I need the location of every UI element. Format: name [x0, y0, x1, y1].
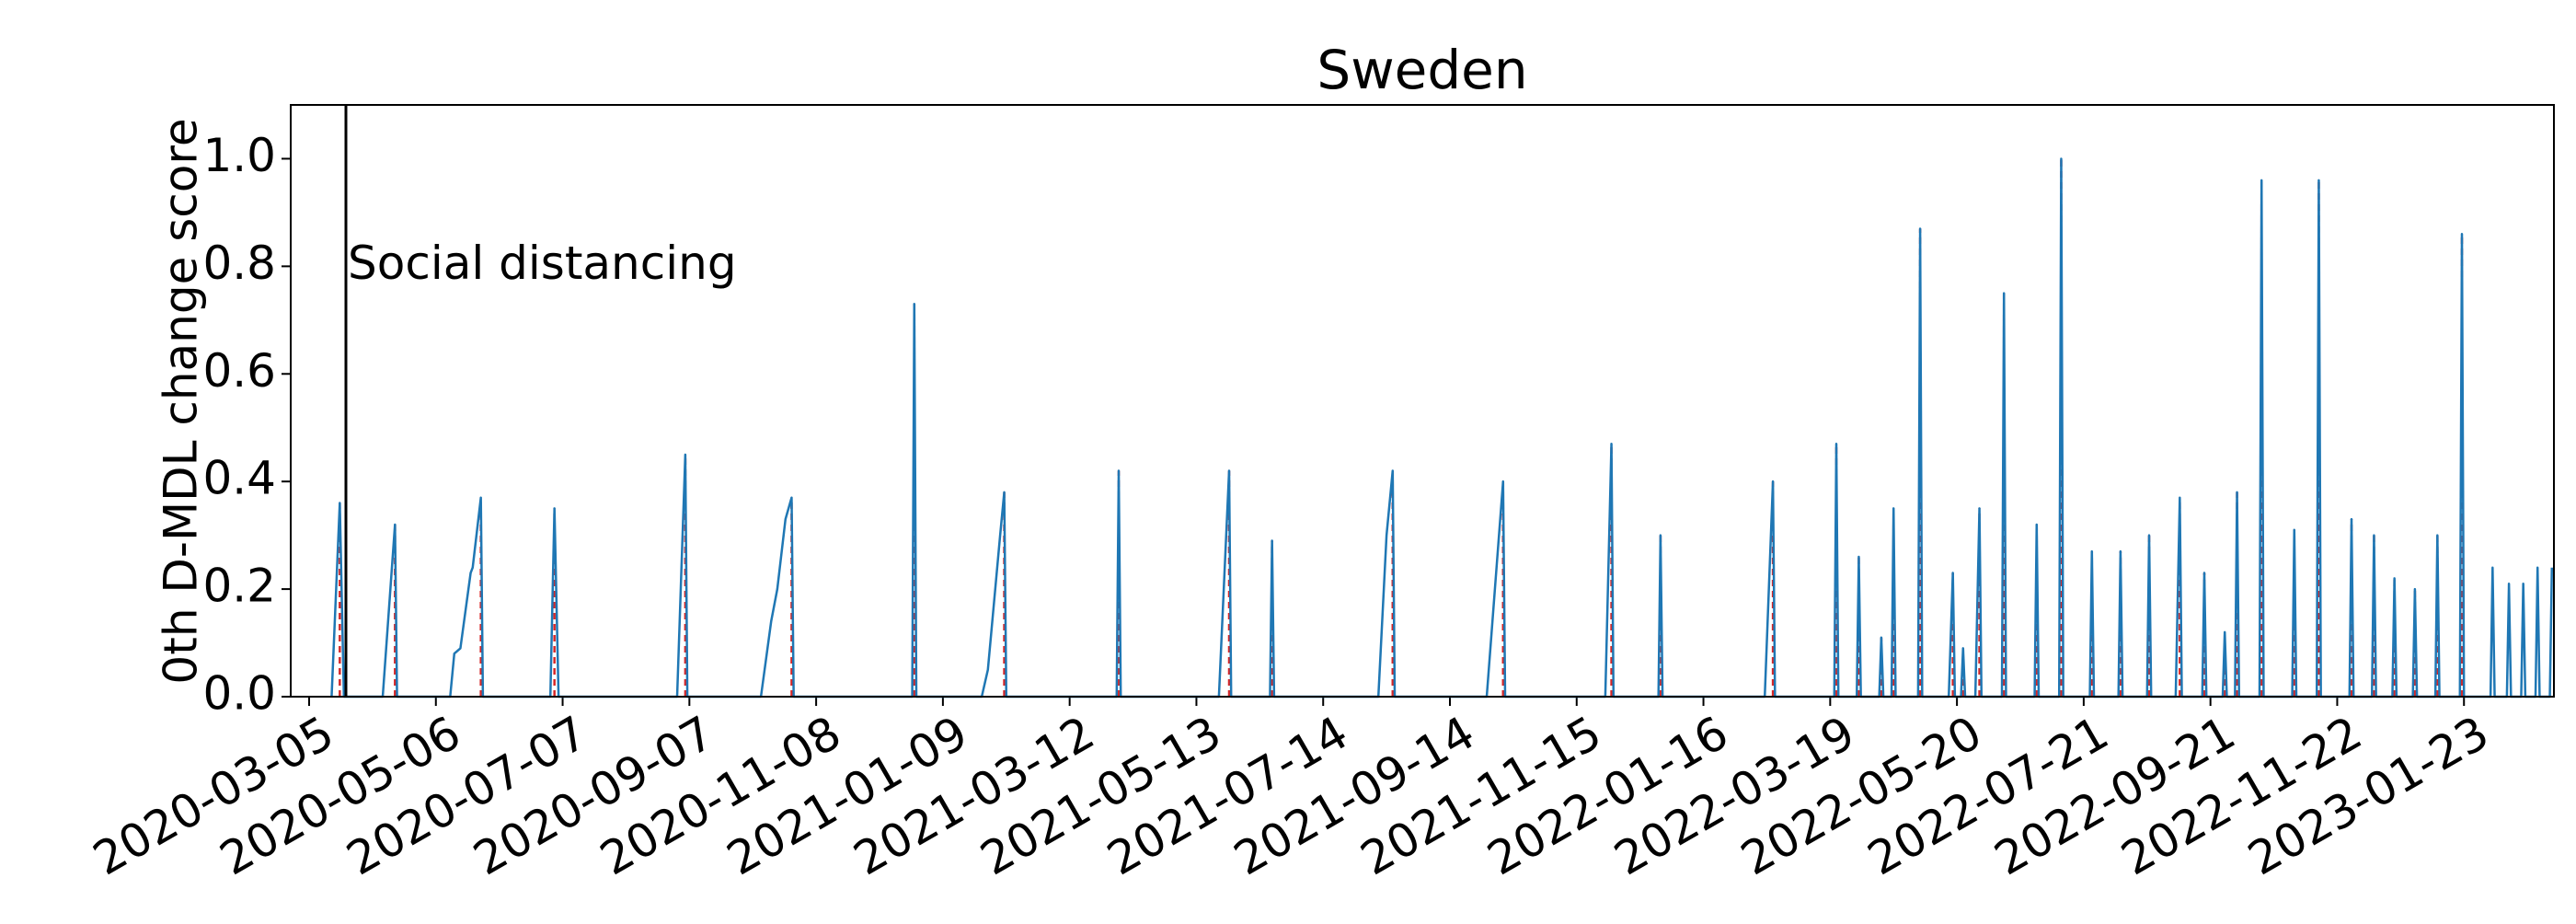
chart-title: Sweden — [1317, 39, 1527, 101]
y-tick-label: 0.6 — [202, 344, 276, 398]
annotation-text: Social distancing — [348, 237, 737, 290]
y-tick-label: 0.2 — [202, 560, 276, 613]
y-tick-label: 0.0 — [202, 667, 276, 721]
y-tick-label: 0.4 — [202, 452, 276, 505]
y-axis-label: 0th D-MDL change score — [155, 118, 208, 684]
y-tick-label: 0.8 — [202, 237, 276, 290]
plot-frame — [290, 104, 2555, 698]
y-tick-label: 1.0 — [202, 129, 276, 182]
